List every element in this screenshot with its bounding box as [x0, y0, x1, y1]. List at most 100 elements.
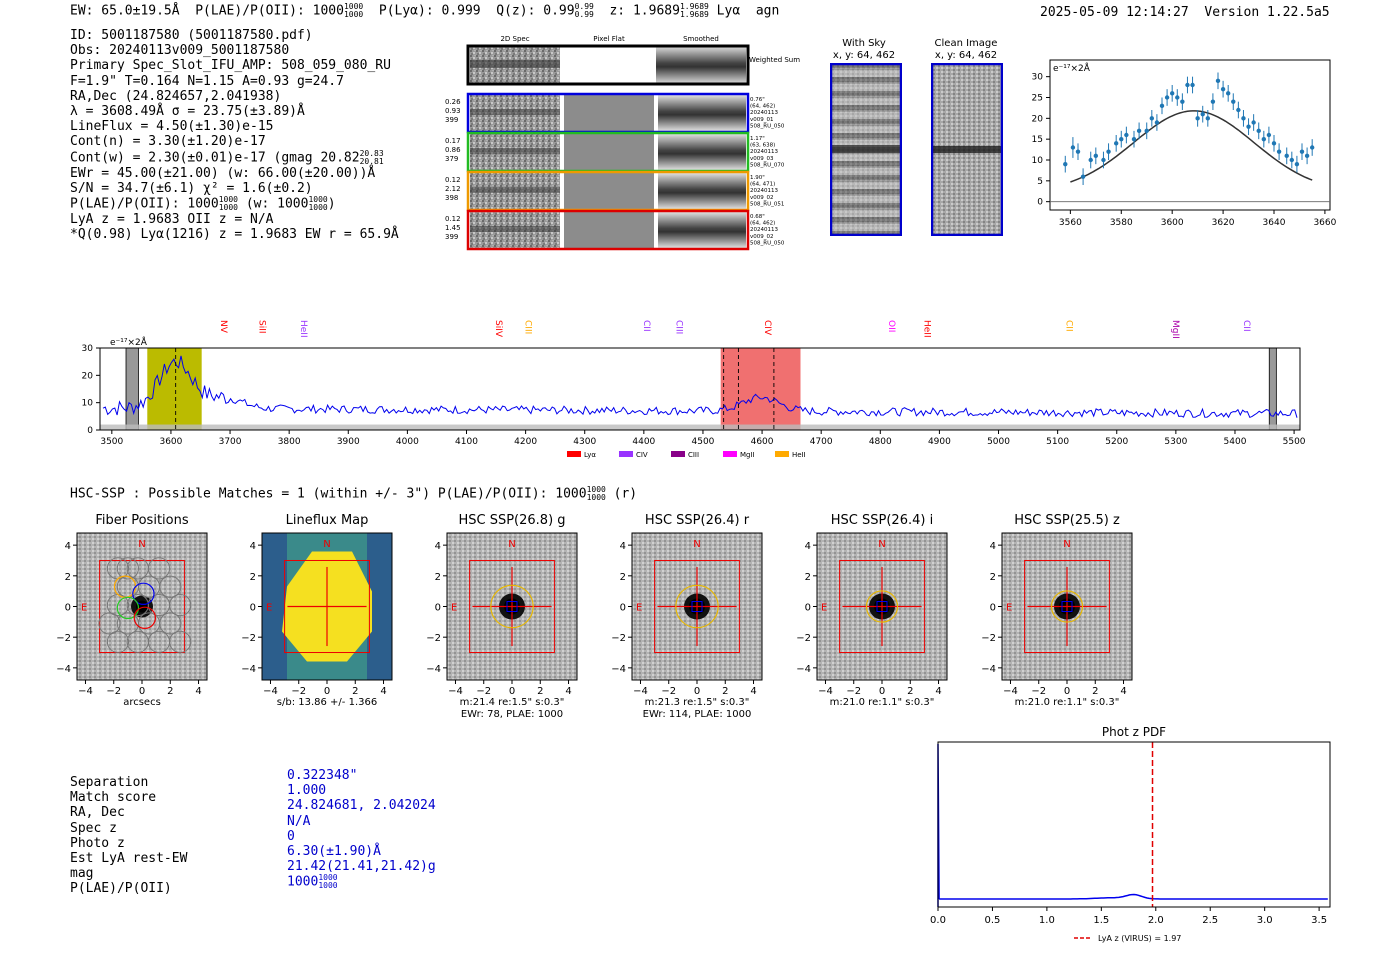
x-tick-label: −2 — [1031, 686, 1046, 697]
col-title-flat: Pixel Flat — [593, 35, 625, 43]
cutout-left-label: 399 — [445, 233, 458, 241]
fiber-circle — [106, 630, 130, 653]
data-point — [1144, 128, 1149, 134]
data-point — [1266, 132, 1272, 138]
x-tick-label: −2 — [476, 686, 491, 697]
fit-ylabel: e⁻¹⁷×2Å — [1053, 62, 1091, 74]
clean-image — [931, 63, 1003, 236]
header-version: Version 1.22.5a5 — [1204, 5, 1330, 20]
y-tick-label: 2 — [620, 572, 626, 583]
cutout-left-label: 0.12 — [445, 215, 461, 223]
x-tick-label: −2 — [291, 686, 306, 697]
data-point — [1070, 145, 1076, 150]
cutout-right-label: 20240113 — [750, 227, 778, 233]
data-point — [1220, 86, 1226, 92]
x-tick-label: 5100 — [1046, 437, 1069, 447]
data-point — [1164, 95, 1170, 100]
center-box — [876, 601, 888, 612]
cutout-right-label: v009_02 — [750, 195, 774, 201]
cutout-right-label: v009_03 — [750, 156, 774, 162]
x-tick-label: 2.0 — [1148, 915, 1164, 926]
x-tick-label: 0.0 — [930, 915, 946, 926]
y-tick-label: 4 — [620, 541, 626, 552]
y-tick-label: −2 — [426, 633, 441, 644]
y-tick-label: 0 — [990, 603, 996, 614]
y-tick-label: 15 — [1032, 135, 1043, 145]
cutout-left-label: 0.12 — [445, 176, 461, 184]
fiber-highlight — [116, 596, 140, 620]
x-tick-label: −2 — [846, 686, 861, 697]
cutout-right-label: (64, 471) — [750, 182, 775, 188]
data-point — [1075, 149, 1081, 154]
y-tick-label: 20 — [1032, 114, 1044, 124]
emission-line-label: SiII — [257, 320, 267, 334]
y-tick-label: 2 — [250, 572, 256, 583]
x-tick-label: 3640 — [1263, 218, 1286, 228]
col-title-smoothed: Smoothed — [683, 35, 719, 43]
x-tick-label: −2 — [106, 686, 121, 697]
header-plae: P(LAE)/P(OII): 1000 — [195, 3, 344, 19]
info-plae: P(LAE)/P(OII): 1000 1000 1000 (w: 1000 1000… — [70, 195, 336, 213]
cutout-left-label: 0.26 — [445, 98, 461, 106]
match-labels: Separation Match score RA, Dec Spec z Ph… — [70, 775, 187, 897]
aperture-ellipse — [675, 584, 719, 629]
x-tick-label: 4 — [935, 686, 941, 697]
data-point — [1225, 91, 1231, 96]
x-tick-label: 2 — [537, 686, 543, 697]
panel-title: HSC SSP(26.4) r — [644, 513, 750, 528]
masked-band — [125, 347, 139, 431]
spectrum-ylabel: e⁻¹⁷×2Å — [110, 336, 148, 348]
info-lya: LyA z = 1.9683 OII z = N/A — [70, 212, 274, 228]
y-tick-label: 30 — [1032, 73, 1044, 83]
data-point — [1093, 153, 1099, 159]
legend-label: HeII — [792, 451, 806, 459]
x-tick-label: 3900 — [337, 437, 360, 447]
weighted-frame — [466, 44, 750, 86]
emission-line-label: HeII — [298, 320, 308, 338]
x-tick-label: 4 — [195, 686, 201, 697]
cutout-right-label: 1.90" — [750, 175, 765, 181]
data-point — [1289, 157, 1295, 163]
x-tick-label: 5000 — [987, 437, 1010, 447]
search-box — [654, 559, 740, 654]
header-z: z: 1.9689 — [609, 3, 680, 19]
x-tick-label: 4200 — [514, 437, 537, 447]
compass-north: N — [693, 539, 700, 550]
cutout-right-label: 20240113 — [750, 149, 778, 155]
y-tick-label: 2 — [435, 572, 441, 583]
x-tick-label: 0 — [139, 686, 145, 697]
info-ewr: EWr = 45.00(±21.00) (w: 66.00(±20.00))Å — [70, 165, 376, 181]
data-point — [1063, 161, 1068, 167]
legend-swatch — [722, 451, 737, 457]
compass-east: E — [81, 603, 87, 614]
cutout-right-label: 1.17" — [750, 136, 765, 142]
spectrum-line — [102, 355, 1298, 419]
x-tick-label: 0.5 — [984, 915, 1000, 926]
center-box — [1061, 601, 1073, 612]
x-tick-label: 4 — [565, 686, 571, 697]
x-tick-label: 4 — [380, 686, 386, 697]
pixel-flat — [564, 95, 654, 131]
x-tick-label: 5200 — [1105, 437, 1128, 447]
x-tick-label: 4500 — [692, 437, 715, 447]
cutout-right-label: 508_RU_051 — [750, 201, 784, 207]
x-tick-label: 2.5 — [1202, 915, 1218, 926]
header-ew: EW: 65.0±19.5Å — [70, 3, 180, 19]
y-tick-label: 2 — [990, 572, 996, 583]
panel-caption: m:21.4 re:1.5" s:0.3" EWr: 78, PLAE: 1000 — [459, 697, 565, 720]
data-point — [1271, 141, 1277, 146]
info-sn: S/N = 34.7(±6.1) χ² = 1.6(±0.2) — [70, 180, 313, 196]
data-point — [1276, 149, 1282, 154]
y-tick-label: −4 — [241, 664, 256, 675]
emission-line-label: MgII — [1170, 320, 1180, 339]
x-tick-label: 0 — [324, 686, 330, 697]
cutout-left-label: 379 — [445, 155, 458, 163]
x-tick-label: 0 — [509, 686, 515, 697]
full-spectrum-chart: 3500 3600 3700 3800 3900 4000 4100 4200 4300 4400… — [82, 320, 1306, 459]
x-tick-label: 3580 — [1110, 218, 1133, 228]
y-tick-label: 4 — [65, 541, 71, 552]
data-point — [1185, 82, 1190, 88]
y-tick-label: −4 — [426, 664, 441, 675]
x-tick-label: 1.0 — [1039, 915, 1055, 926]
fiber-highlight — [133, 606, 157, 630]
